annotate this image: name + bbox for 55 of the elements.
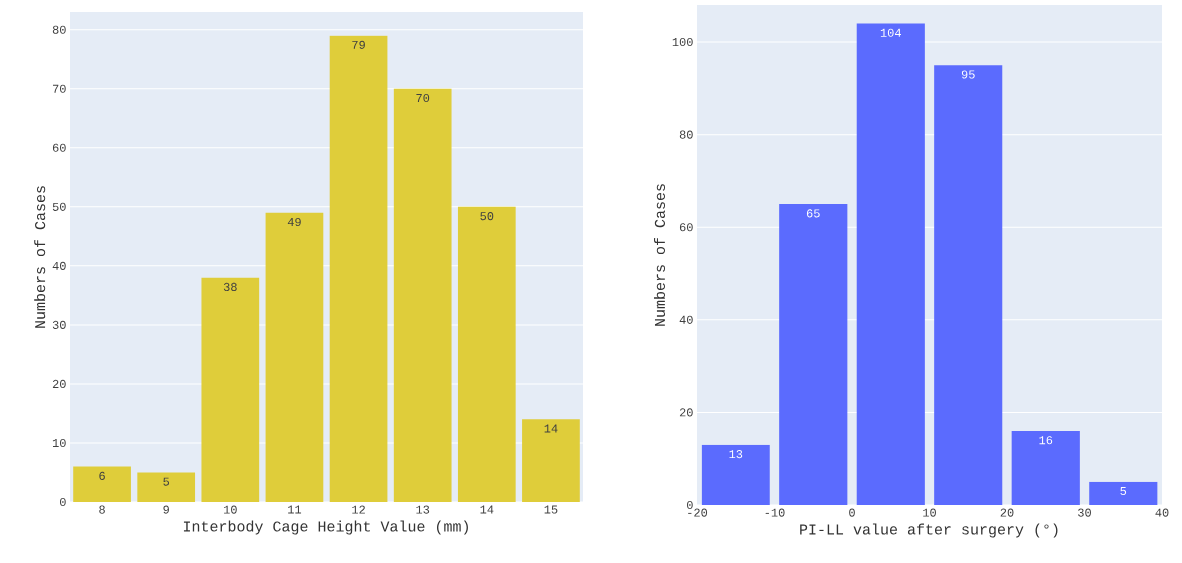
x-tick-label: 11 [288, 505, 302, 514]
y-tick-label: 0 [59, 497, 66, 507]
x-tick-label: 14 [480, 505, 494, 514]
x-tick-label: 15 [544, 505, 558, 514]
data-label: 50 [480, 212, 494, 221]
x-axis-title: Interbody Cage Height Value (mm) [183, 520, 468, 535]
y-tick-label: 80 [679, 130, 693, 139]
bar [522, 419, 580, 503]
y-tick-label: 20 [52, 379, 66, 388]
x-tick-label: 8 [99, 505, 105, 514]
y-tick-label: 100 [672, 37, 693, 47]
data-label: 13 [729, 450, 743, 459]
x-tick-label: 12 [352, 505, 365, 514]
x-tick-label: 9 [163, 505, 169, 514]
y-tick-label: 40 [679, 315, 693, 324]
y-tick-label: 10 [52, 438, 66, 448]
y-tick-label: 30 [52, 320, 66, 329]
data-label: 65 [806, 209, 820, 218]
data-label: 79 [352, 40, 365, 49]
y-tick-label: 60 [679, 223, 693, 232]
data-label: 16 [1039, 436, 1053, 445]
data-label: 95 [961, 70, 975, 79]
data-label: 5 [163, 477, 170, 486]
x-axis-title: PI-LL value after surgery (°) [800, 523, 1058, 538]
data-label: 6 [99, 471, 105, 480]
y-axis-title: Numbers of Cases [34, 186, 46, 328]
bar [137, 472, 196, 503]
x-tick-label: -20 [688, 508, 708, 517]
data-label: 104 [880, 28, 901, 37]
x-tick-label: 0 [849, 508, 855, 517]
x-tick-label: 10 [223, 505, 237, 514]
y-tick-label: 50 [52, 202, 66, 211]
bar [329, 35, 388, 503]
x-tick-label: 10 [923, 508, 936, 517]
bar [201, 277, 260, 503]
x-tick-label: 40 [1155, 508, 1169, 517]
bar [393, 88, 452, 503]
y-tick-label: 80 [52, 25, 66, 34]
y-tick-label: 40 [52, 261, 66, 270]
data-label: 70 [416, 93, 430, 103]
data-label: 49 [287, 217, 301, 227]
x-tick-label: -10 [765, 508, 785, 517]
y-axis-title: Numbers of Cases [653, 184, 665, 326]
y-tick-label: 60 [52, 143, 66, 152]
data-label: 5 [1120, 487, 1127, 496]
x-tick-label: 20 [1000, 508, 1014, 517]
x-tick-label: 13 [416, 505, 430, 514]
y-tick-label: 20 [679, 408, 693, 417]
bar [457, 206, 516, 503]
y-tick-label: 70 [53, 84, 66, 93]
x-tick-label: 30 [1078, 508, 1091, 517]
bar [73, 466, 131, 503]
data-label: 38 [223, 282, 237, 292]
bar [265, 212, 324, 503]
data-label: 14 [544, 424, 558, 433]
